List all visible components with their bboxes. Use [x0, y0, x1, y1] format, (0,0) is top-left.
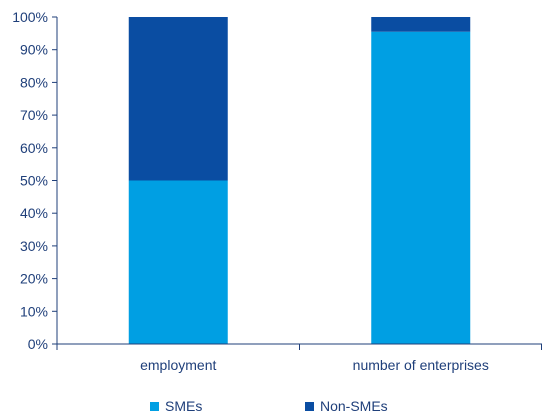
- legend: SMEs Non-SMEs: [0, 398, 542, 416]
- y-tick-label-10: 100%: [12, 9, 48, 25]
- y-tick-label-5: 50%: [20, 173, 48, 189]
- x-tick-label-1: number of enterprises: [353, 357, 489, 373]
- legend-label-non-smes: Non-SMEs: [320, 398, 388, 414]
- y-tick-label-3: 30%: [20, 238, 48, 254]
- legend-item-smes: SMEs: [150, 398, 202, 414]
- bar-non-smes-0: [128, 17, 228, 181]
- y-tick-label-0: 0%: [28, 336, 48, 352]
- legend-swatch-smes: [150, 401, 159, 411]
- y-tick-label-8: 80%: [20, 74, 48, 90]
- y-tick-label-9: 90%: [20, 42, 48, 58]
- y-tick-label-1: 10%: [20, 303, 48, 319]
- bar-smes-0: [128, 180, 228, 344]
- bar-smes-1: [371, 31, 471, 345]
- x-tick-label-0: employment: [140, 357, 216, 373]
- legend-item-non-smes: Non-SMEs: [305, 398, 388, 414]
- y-tick-label-6: 60%: [20, 140, 48, 156]
- y-tick-label-4: 40%: [20, 205, 48, 221]
- y-tick-label-2: 20%: [20, 271, 48, 287]
- bar-non-smes-1: [371, 17, 471, 32]
- legend-swatch-non-smes: [305, 401, 314, 411]
- legend-label-smes: SMEs: [165, 398, 203, 414]
- y-tick-label-7: 70%: [20, 107, 48, 123]
